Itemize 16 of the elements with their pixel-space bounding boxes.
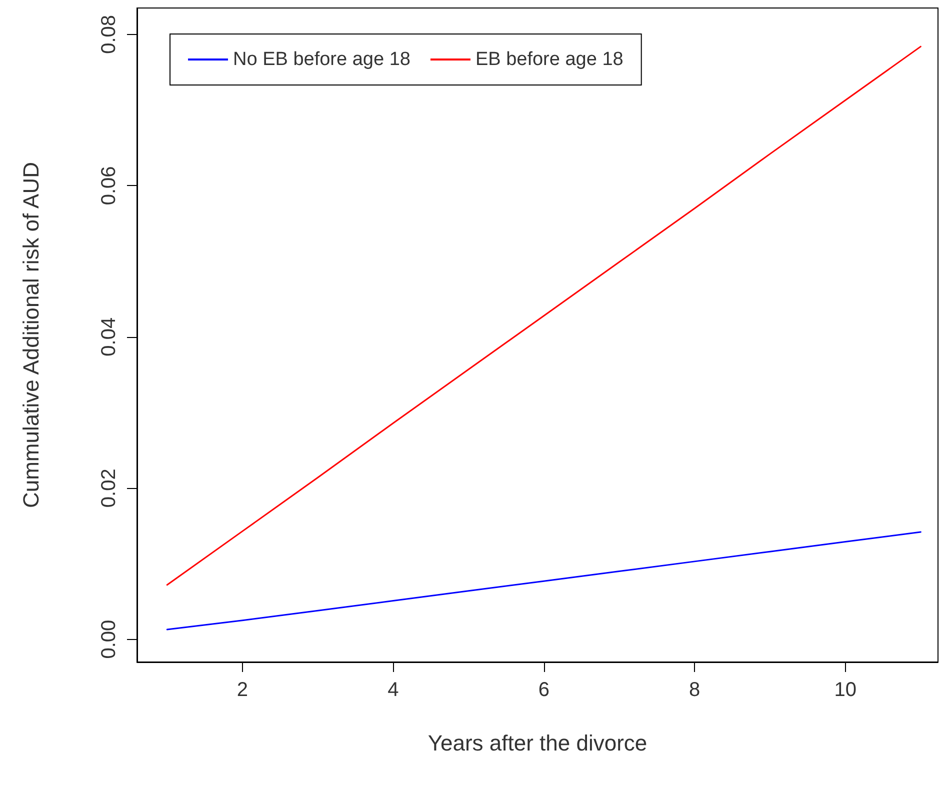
y-tick-label: 0.06 — [98, 166, 120, 206]
line-series — [166, 531, 922, 630]
x-tick-label: 2 — [236, 679, 248, 701]
y-tick-label: 0.00 — [98, 620, 120, 659]
legend-label: No EB before age 18 — [233, 49, 410, 70]
x-tick-label: 8 — [689, 679, 700, 701]
line-series — [166, 46, 922, 586]
y-axis-title: Cummulative Additional risk of AUD — [18, 162, 44, 508]
y-tick-label: 0.08 — [98, 14, 120, 54]
x-tick-label: 4 — [388, 679, 399, 701]
y-tick-label: 0.02 — [98, 468, 120, 508]
x-tick-label: 6 — [538, 679, 550, 701]
x-axis-title: Years after the divorce — [428, 730, 648, 756]
y-tick-label: 0.04 — [98, 317, 120, 356]
legend-label: EB before age 18 — [475, 49, 624, 70]
x-tick-label: 10 — [834, 679, 856, 701]
